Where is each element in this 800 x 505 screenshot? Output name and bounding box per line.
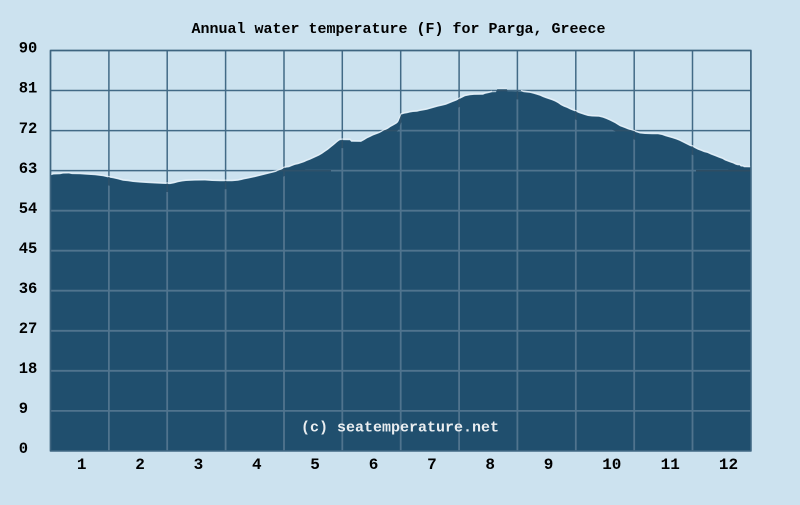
svg-text:11: 11 [661,456,680,474]
svg-text:(c) seatemperature.net: (c) seatemperature.net [301,420,499,437]
svg-text:12: 12 [719,456,738,474]
svg-text:6: 6 [369,456,379,474]
svg-text:72: 72 [19,120,38,138]
svg-text:10: 10 [602,456,621,474]
svg-text:63: 63 [19,160,38,178]
svg-text:7: 7 [427,456,437,474]
svg-text:4: 4 [252,456,262,474]
svg-text:18: 18 [19,360,38,378]
svg-text:54: 54 [19,200,38,218]
svg-text:9: 9 [19,400,28,418]
svg-text:90: 90 [19,40,38,58]
svg-text:8: 8 [485,456,495,474]
svg-text:5: 5 [310,456,320,474]
svg-text:36: 36 [19,280,38,298]
svg-text:27: 27 [19,320,38,338]
svg-text:Annual water temperature (F) f: Annual water temperature (F) for Parga, … [191,21,605,38]
svg-text:81: 81 [19,80,38,98]
svg-text:9: 9 [544,456,554,474]
svg-text:45: 45 [19,240,38,258]
svg-text:3: 3 [194,456,204,474]
svg-text:2: 2 [135,456,145,474]
svg-text:0: 0 [19,440,28,458]
svg-text:1: 1 [77,456,87,474]
